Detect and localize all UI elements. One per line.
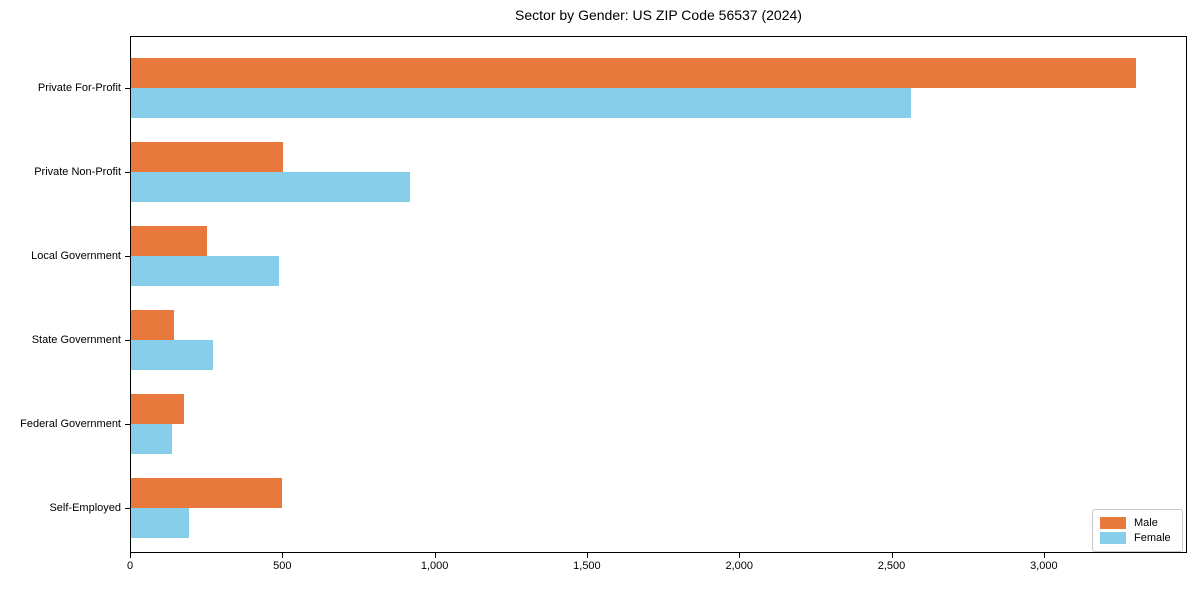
bar-female-4 xyxy=(131,340,214,370)
x-tick-mark xyxy=(434,553,436,558)
bar-male-5 xyxy=(131,394,185,424)
y-axis-label: State Government xyxy=(31,334,121,346)
y-axis-label: Local Government xyxy=(31,250,121,262)
bar-female-5 xyxy=(131,424,173,454)
y-tick-mark xyxy=(125,340,130,342)
x-tick-label: 1,000 xyxy=(420,560,449,572)
x-tick-label: 0 xyxy=(126,560,134,572)
x-tick-label: 2,000 xyxy=(725,560,753,572)
y-tick-mark xyxy=(125,508,130,510)
x-tick-mark xyxy=(1043,553,1046,558)
plot-area xyxy=(130,36,1187,553)
x-tick-label: 3,000 xyxy=(1030,560,1058,572)
bar-male-1 xyxy=(131,58,1137,88)
legend-swatch-female xyxy=(1100,532,1126,544)
y-tick-mark xyxy=(125,424,130,426)
x-tick-mark xyxy=(739,553,741,558)
y-axis-label: Self-Employed xyxy=(49,502,121,514)
legend-label: Female xyxy=(1134,532,1171,544)
y-tick-mark xyxy=(125,256,130,258)
y-axis-label: Private For-Profit xyxy=(37,82,121,94)
y-tick-mark xyxy=(125,88,130,90)
y-axis-label: Private Non-Profit xyxy=(34,166,121,178)
legend-label: Male xyxy=(1134,517,1158,529)
y-tick-mark xyxy=(125,172,130,174)
x-tick-mark xyxy=(891,553,893,558)
bar-male-4 xyxy=(131,310,174,340)
bar-female-6 xyxy=(131,508,189,538)
bar-male-6 xyxy=(131,478,282,508)
x-tick-mark xyxy=(586,553,589,558)
legend: Male Female xyxy=(1092,509,1183,552)
bar-female-1 xyxy=(131,88,911,118)
x-tick-label: 500 xyxy=(273,560,292,572)
bar-female-3 xyxy=(131,256,279,286)
x-tick-mark xyxy=(130,553,132,558)
chart-title: Sector by Gender: US ZIP Code 56537 (202… xyxy=(515,7,802,23)
legend-swatch-male xyxy=(1100,517,1126,529)
x-tick-label: 1,500 xyxy=(573,560,601,572)
x-tick-mark xyxy=(282,553,284,558)
y-axis-label: Federal Government xyxy=(20,418,121,430)
x-tick-label: 2,500 xyxy=(877,560,906,572)
bar-female-2 xyxy=(131,172,410,202)
legend-item-female: Female xyxy=(1100,531,1175,545)
bar-male-2 xyxy=(131,142,284,172)
legend-item-male: Male xyxy=(1100,516,1175,530)
bar-male-3 xyxy=(131,226,208,256)
